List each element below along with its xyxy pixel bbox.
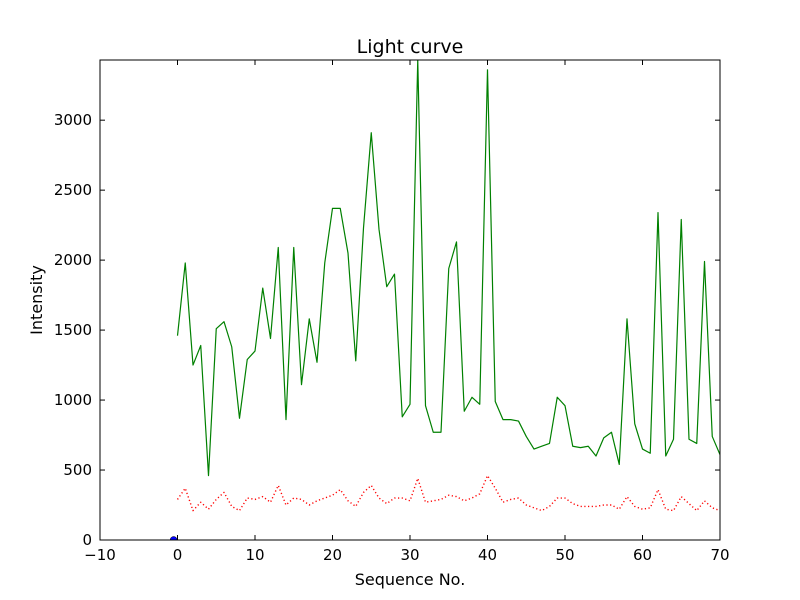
x-tick-label: 50 (555, 546, 574, 564)
y-axis-label: Intensity (27, 265, 46, 335)
x-tick-label: 20 (323, 546, 342, 564)
x-tick-label: 40 (478, 546, 497, 564)
series-2-point-0 (169, 536, 178, 540)
series-layer (169, 60, 720, 540)
ticks-layer: −10 0 10 20 30 40 50 60 700500100015002000250030… (54, 60, 730, 564)
y-tick-label: 500 (63, 461, 92, 479)
y-tick-label: 3000 (54, 111, 92, 129)
series-0-line (176, 60, 720, 477)
x-tick-label: −10 (84, 546, 116, 564)
y-tick-label: 1500 (54, 321, 92, 339)
y-tick-label: 2500 (54, 181, 92, 199)
x-axis-label: Sequence No. (355, 570, 466, 589)
chart-title: Light curve (357, 36, 464, 58)
series-1-line (176, 474, 720, 512)
x-tick-label: 30 (400, 546, 419, 564)
y-tick-label: 2000 (54, 251, 92, 269)
x-tick-label: 60 (633, 546, 652, 564)
x-tick-label: 70 (710, 546, 729, 564)
y-tick-label: 0 (82, 531, 92, 549)
y-tick-label: 1000 (54, 391, 92, 409)
x-tick-label: 10 (245, 546, 264, 564)
x-tick-label: 0 (173, 546, 183, 564)
